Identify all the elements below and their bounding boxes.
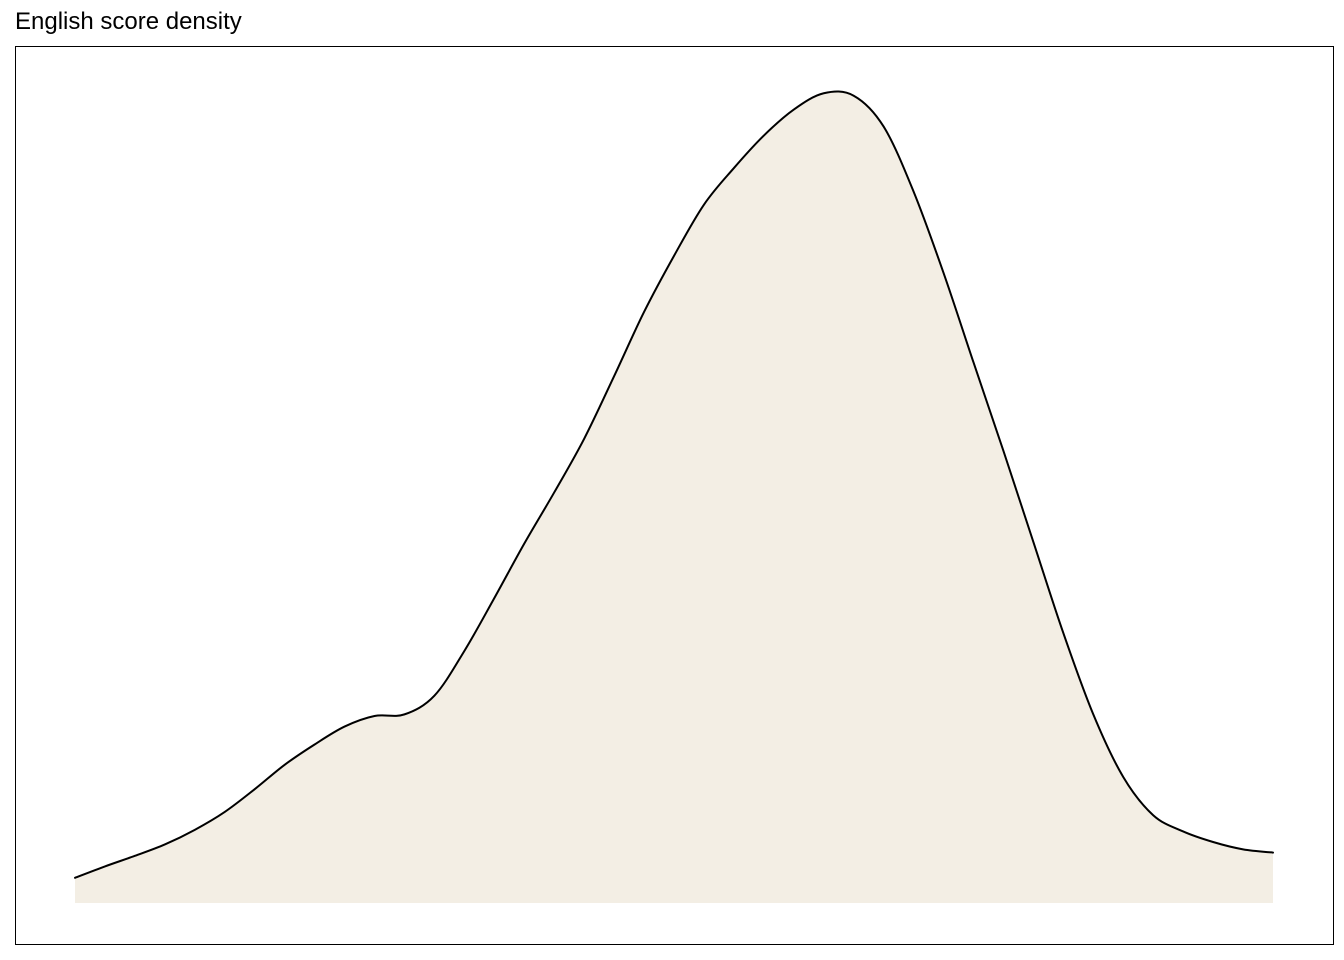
density-curve-line — [74, 90, 1274, 879]
density-area-fill — [75, 91, 1273, 904]
chart-title: English score density — [15, 8, 242, 35]
